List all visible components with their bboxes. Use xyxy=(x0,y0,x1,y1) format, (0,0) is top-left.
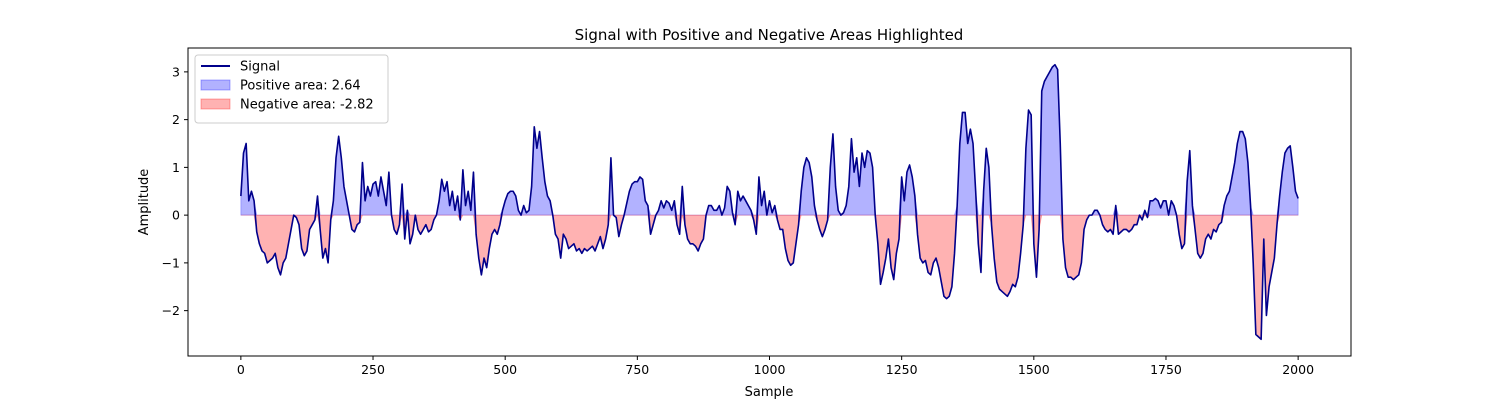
signal-line xyxy=(240,63,1299,341)
x-axis-label: Sample xyxy=(745,385,794,400)
x-tick-label: 1500 xyxy=(1018,362,1050,377)
legend-negative-swatch xyxy=(200,98,231,110)
legend-positive-swatch xyxy=(200,79,231,91)
y-tick-label: −2 xyxy=(162,303,180,318)
chart-title: Signal with Positive and Negative Areas … xyxy=(575,26,964,44)
axes: 0 250 500 750 1000 1250 1500 1750 2000 −2 −1 0 1 2 3 xyxy=(162,64,1315,377)
y-axis-label: Amplitude xyxy=(137,169,152,236)
x-tick-label: 250 xyxy=(361,362,385,377)
y-tick-label: 1 xyxy=(172,160,180,175)
y-tick-label: 2 xyxy=(172,112,180,127)
legend-label: Positive area: 2.64 xyxy=(240,79,361,94)
x-tick-label: 2000 xyxy=(1282,362,1314,377)
legend-box xyxy=(194,54,389,124)
y-tick-label: −1 xyxy=(162,255,180,270)
legend-label: Signal xyxy=(240,60,280,75)
x-tick-label: 500 xyxy=(493,362,517,377)
x-tick-label: 750 xyxy=(625,362,649,377)
y-tick-label: 3 xyxy=(172,64,180,79)
legend: Signal Positive area: 2.64 Negative area: … xyxy=(194,54,389,124)
x-tick-label: 1250 xyxy=(886,362,918,377)
x-tick-label: 0 xyxy=(237,362,245,377)
x-tick-label: 1750 xyxy=(1150,362,1182,377)
x-tick-label: 1000 xyxy=(754,362,786,377)
legend-label: Negative area: -2.82 xyxy=(240,98,374,113)
plot-area xyxy=(240,63,1299,341)
y-tick-label: 0 xyxy=(172,208,180,223)
